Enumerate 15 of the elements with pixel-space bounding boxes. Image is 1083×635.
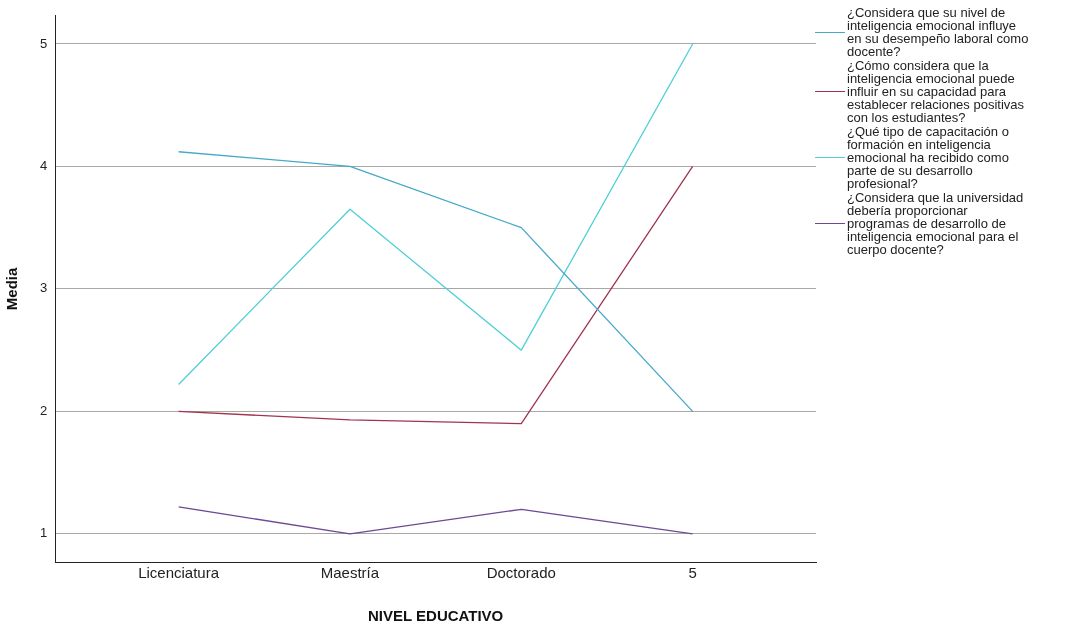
- legend-label: ¿Considera que la universidad debería proporcionar programas de desarrollo de inteligencia emocional para el cuerpo docente?: [847, 190, 1025, 257]
- legend-label: ¿Considera que su nivel de inteligencia emocional influye en su desempeño laboral como docente?: [847, 5, 1030, 59]
- x-axis-title: NIVEL EDUCATIVO: [367, 607, 504, 625]
- y-tick-label: 5: [40, 35, 48, 51]
- x-tick-label: Licenciatura: [138, 564, 220, 582]
- x-tick-label: 5: [688, 564, 697, 582]
- legend-label: ¿Qué tipo de capacitación o formación en inteligencia emocional ha recibido como parte de su desarrollo profesional?: [847, 124, 1010, 191]
- y-tick-label: 4: [40, 158, 48, 174]
- x-tick-label: Doctorado: [486, 564, 556, 582]
- y-tick-label: 3: [40, 280, 48, 296]
- legend-label: ¿Cómo considera que la inteligencia emocional puede influir en su capacidad para establecer relaciones positivas con los estudiantes?: [847, 58, 1026, 125]
- y-tick-label: 2: [40, 402, 48, 418]
- x-tick-label: Maestría: [320, 564, 380, 582]
- y-axis-title: Media: [3, 266, 21, 311]
- y-tick-label: 1: [40, 525, 48, 541]
